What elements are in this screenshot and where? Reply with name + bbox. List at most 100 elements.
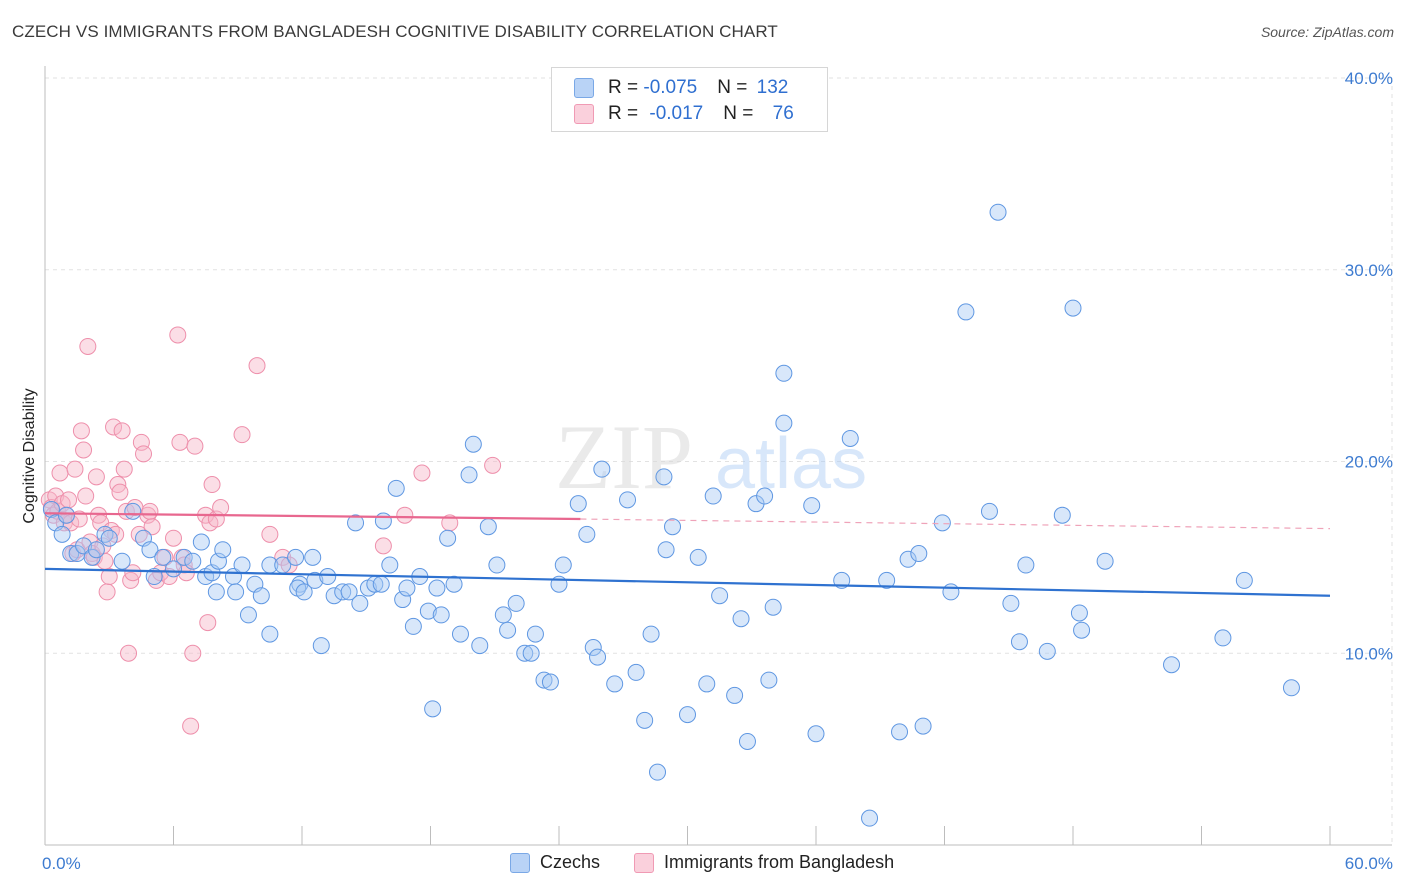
- czech-point: [398, 579, 416, 597]
- bangladesh-point: [117, 502, 135, 520]
- legend-row-czechs: R = -0.075 N = 132: [574, 76, 788, 100]
- czech-point: [287, 548, 305, 566]
- legend-n-label: N =: [723, 103, 759, 124]
- bangladesh-point: [413, 464, 431, 482]
- czech-point: [526, 625, 544, 643]
- czech-point: [154, 548, 172, 566]
- bangladesh-point: [77, 487, 95, 505]
- bangladesh-point: [51, 464, 69, 482]
- czech-point: [207, 583, 225, 601]
- bangladesh-point: [141, 502, 159, 520]
- czech-point: [1214, 629, 1232, 647]
- czech-point: [764, 598, 782, 616]
- bangladesh-point: [484, 456, 502, 474]
- czech-point: [1073, 621, 1091, 639]
- czech-point: [606, 675, 624, 693]
- bangladesh-point: [75, 441, 93, 459]
- bangladesh-point: [79, 337, 97, 355]
- bangladesh-trend-extension: [580, 518, 1331, 530]
- bangladesh-point: [182, 717, 200, 735]
- watermark: ZIP atlas: [555, 406, 867, 508]
- czech-point: [145, 568, 163, 586]
- czech-point: [381, 556, 399, 574]
- bangladesh-point: [66, 460, 84, 478]
- bangladesh-point: [124, 564, 142, 582]
- bangladesh-point: [100, 568, 118, 586]
- y-axis-label: Cognitive Disability: [21, 388, 38, 523]
- czech-point: [775, 414, 793, 432]
- czech-point: [471, 637, 489, 655]
- czech-point: [1064, 299, 1082, 317]
- tick-labels: 10.0% 20.0% 30.0% 40.0% 0.0% 60.0%: [42, 69, 1393, 873]
- x-tick-label: 0.0%: [42, 854, 81, 873]
- bangladesh-point: [113, 422, 131, 440]
- bangladesh-point: [169, 326, 187, 344]
- czech-point: [124, 502, 142, 520]
- czech-point: [775, 364, 793, 382]
- swatch-bangladesh: [634, 852, 655, 873]
- czech-point: [304, 548, 322, 566]
- legend-r-value: -0.075: [643, 77, 698, 98]
- czech-point: [989, 203, 1007, 221]
- czech-point: [175, 548, 193, 566]
- czech-point: [372, 575, 390, 593]
- legend-item-czechs: Czechs: [510, 852, 600, 873]
- czech-point: [57, 506, 75, 524]
- czech-point: [227, 583, 245, 601]
- czech-trend-line: [44, 567, 1331, 597]
- czech-point: [726, 686, 744, 704]
- czech-point: [445, 575, 463, 593]
- czech-point: [578, 525, 596, 543]
- swatch-czechs: [510, 852, 530, 873]
- czech-point: [1096, 552, 1114, 570]
- czech-point: [488, 556, 506, 574]
- bangladesh-point: [115, 460, 133, 478]
- czech-point: [593, 460, 611, 478]
- czech-point: [589, 648, 607, 666]
- czech-point: [1010, 633, 1028, 651]
- bangladesh-point: [261, 525, 279, 543]
- czech-point: [214, 541, 232, 559]
- legend-label-czechs: Czechs: [540, 852, 601, 872]
- czech-point: [760, 671, 778, 689]
- bangladesh-point: [111, 483, 129, 501]
- series-legend: Czechs Immigrants from Bangladesh: [510, 852, 928, 873]
- czech-point: [261, 625, 279, 643]
- legend-r-value: -0.017: [649, 103, 704, 124]
- czech-point: [738, 732, 756, 750]
- czech-point: [424, 700, 442, 718]
- czech-point: [649, 763, 667, 781]
- bangladesh-point: [203, 476, 221, 494]
- czech-point: [914, 717, 932, 735]
- czech-point: [841, 429, 859, 447]
- czech-point: [1282, 679, 1300, 697]
- czech-point: [861, 809, 879, 827]
- watermark-zip: ZIP: [555, 406, 693, 508]
- czech-point: [554, 556, 572, 574]
- bangladesh-point: [186, 437, 204, 455]
- y-tick-label: 20.0%: [1345, 453, 1393, 472]
- czech-point: [75, 537, 93, 555]
- czech-point: [62, 545, 80, 563]
- czech-point: [340, 583, 358, 601]
- bangladesh-point: [87, 468, 105, 486]
- czech-point: [312, 637, 330, 655]
- legend-label-bangladesh: Immigrants from Bangladesh: [664, 852, 895, 872]
- czech-point: [711, 587, 729, 605]
- czech-point: [1002, 594, 1020, 612]
- bangladesh-point: [105, 418, 123, 436]
- czech-point: [419, 602, 437, 620]
- bangladesh-point: [60, 491, 78, 509]
- bangladesh-point: [143, 518, 161, 536]
- correlation-legend: R = -0.075 N = 132 R = -0.017 N = 76: [551, 67, 828, 132]
- czech-point: [1017, 556, 1035, 574]
- czech-point: [1053, 506, 1071, 524]
- czech-point: [374, 512, 392, 530]
- czech-point: [541, 673, 559, 691]
- czech-point: [642, 625, 660, 643]
- bangladesh-point: [171, 433, 189, 451]
- czech-point: [451, 625, 469, 643]
- watermark-atlas: atlas: [715, 424, 867, 504]
- legend-item-bangladesh: Immigrants from Bangladesh: [634, 852, 894, 873]
